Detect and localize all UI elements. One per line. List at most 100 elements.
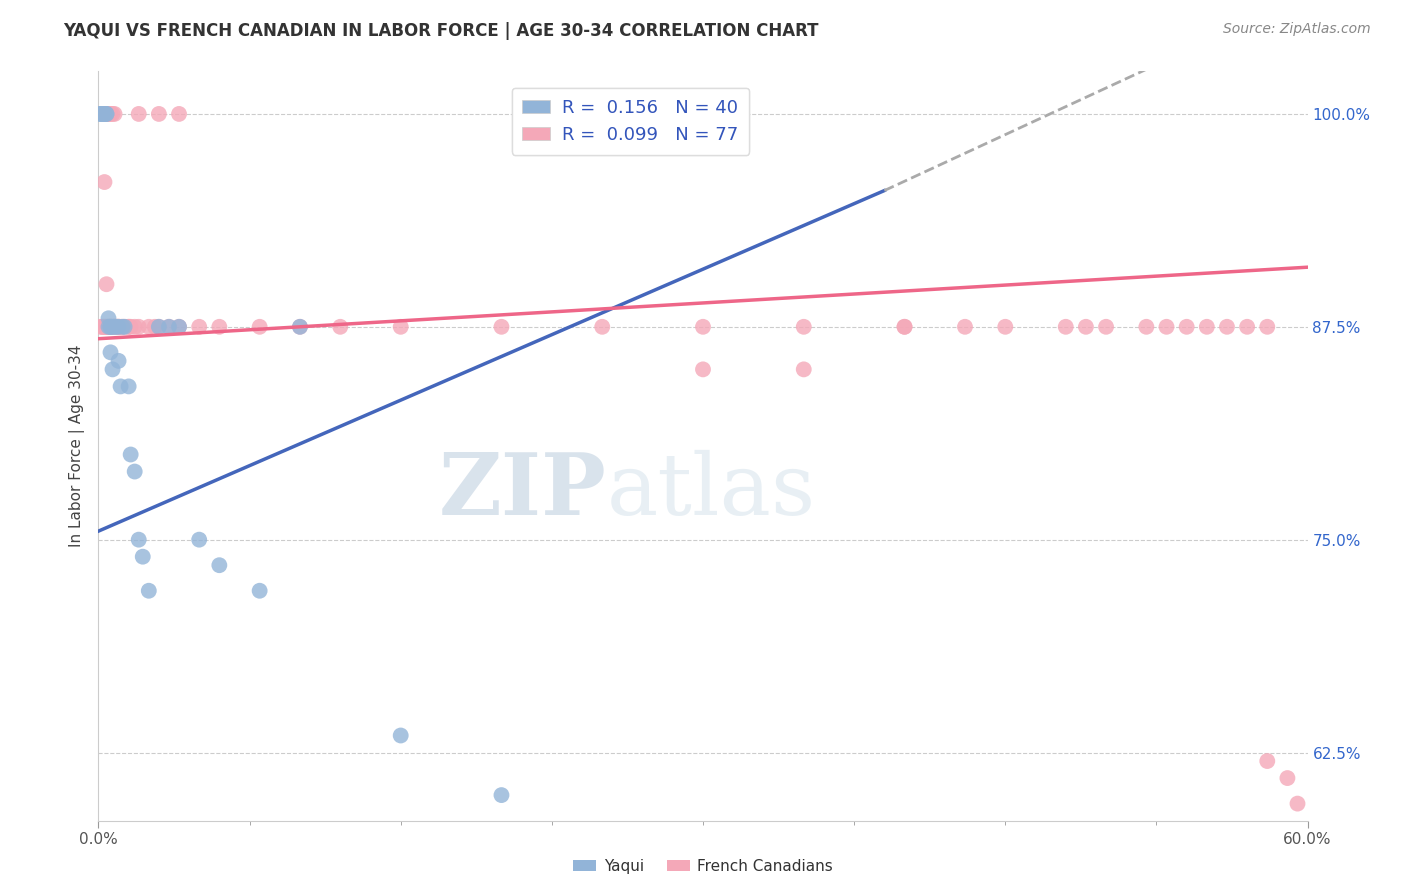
Point (93, 107, 115, 121)
Point (124, 465, 146, 479)
Point (110, 319, 132, 334)
Text: ZIP: ZIP (439, 449, 606, 533)
Point (118, 379, 141, 393)
Point (97, 107, 120, 121)
Point (128, 533, 150, 547)
Point (208, 558, 231, 573)
Point (893, 319, 915, 334)
Point (91, 107, 114, 121)
Point (97, 319, 120, 334)
Point (167, 319, 190, 334)
Point (1256, 754, 1278, 768)
Point (96, 319, 118, 334)
Point (93, 175, 115, 189)
Point (1135, 319, 1157, 334)
Point (103, 319, 125, 334)
Point (97, 319, 120, 334)
Point (107, 319, 129, 334)
Point (1277, 771, 1299, 785)
Point (101, 319, 124, 334)
Point (143, 319, 166, 334)
Point (101, 362, 124, 376)
Point (288, 319, 311, 334)
Point (692, 362, 714, 376)
Point (101, 319, 124, 334)
Point (89, 319, 111, 334)
Point (118, 319, 141, 334)
Point (249, 583, 271, 598)
Point (91, 319, 114, 334)
Y-axis label: In Labor Force | Age 30-34: In Labor Force | Age 30-34 (69, 344, 84, 548)
Point (188, 319, 211, 334)
Point (105, 319, 128, 334)
Point (97, 319, 120, 334)
Point (105, 319, 128, 334)
Point (157, 319, 180, 334)
Point (1256, 319, 1278, 334)
Point (138, 583, 160, 598)
Point (111, 319, 134, 334)
Text: Source: ZipAtlas.com: Source: ZipAtlas.com (1223, 22, 1371, 37)
Point (124, 319, 146, 334)
Point (893, 319, 915, 334)
Point (1286, 797, 1309, 811)
Point (288, 319, 311, 334)
Text: YAQUI VS FRENCH CANADIAN IN LABOR FORCE | AGE 30-34 CORRELATION CHART: YAQUI VS FRENCH CANADIAN IN LABOR FORCE … (63, 22, 818, 40)
Point (100, 319, 122, 334)
Point (1216, 319, 1239, 334)
Point (100, 319, 122, 334)
Point (101, 319, 124, 334)
Point (120, 319, 142, 334)
Point (96, 319, 118, 334)
Point (491, 319, 513, 334)
Point (96, 107, 118, 121)
Point (93, 107, 115, 121)
Point (107, 319, 129, 334)
Point (91, 107, 114, 121)
Point (114, 319, 136, 334)
Point (1236, 319, 1258, 334)
Point (148, 319, 170, 334)
Point (128, 107, 150, 121)
Point (97, 107, 120, 121)
Legend: R =  0.156   N = 40, R =  0.099   N = 77: R = 0.156 N = 40, R = 0.099 N = 77 (512, 88, 749, 154)
Point (793, 319, 815, 334)
Point (100, 345, 122, 359)
Point (128, 319, 150, 334)
Point (100, 319, 122, 334)
Point (93, 319, 115, 334)
Point (103, 319, 125, 334)
Legend: Yaqui, French Canadians: Yaqui, French Canadians (567, 853, 839, 880)
Point (692, 319, 714, 334)
Point (93, 107, 115, 121)
Point (93, 319, 115, 334)
Point (118, 319, 141, 334)
Point (249, 319, 271, 334)
Point (114, 319, 136, 334)
Point (96, 277, 118, 292)
Point (132, 549, 155, 564)
Point (188, 533, 211, 547)
Point (389, 319, 412, 334)
Point (107, 319, 129, 334)
Point (110, 379, 132, 393)
Point (491, 788, 513, 802)
Point (1074, 319, 1097, 334)
Point (96, 107, 118, 121)
Point (167, 319, 190, 334)
Point (100, 107, 122, 121)
Point (100, 319, 122, 334)
Point (107, 319, 129, 334)
Point (120, 448, 142, 462)
Point (103, 107, 125, 121)
Text: atlas: atlas (606, 450, 815, 533)
Point (107, 354, 129, 368)
Point (329, 319, 352, 334)
Point (953, 319, 976, 334)
Point (91, 107, 114, 121)
Point (105, 319, 128, 334)
Point (91, 319, 114, 334)
Point (97, 311, 120, 326)
Point (89, 107, 111, 121)
Point (208, 319, 231, 334)
